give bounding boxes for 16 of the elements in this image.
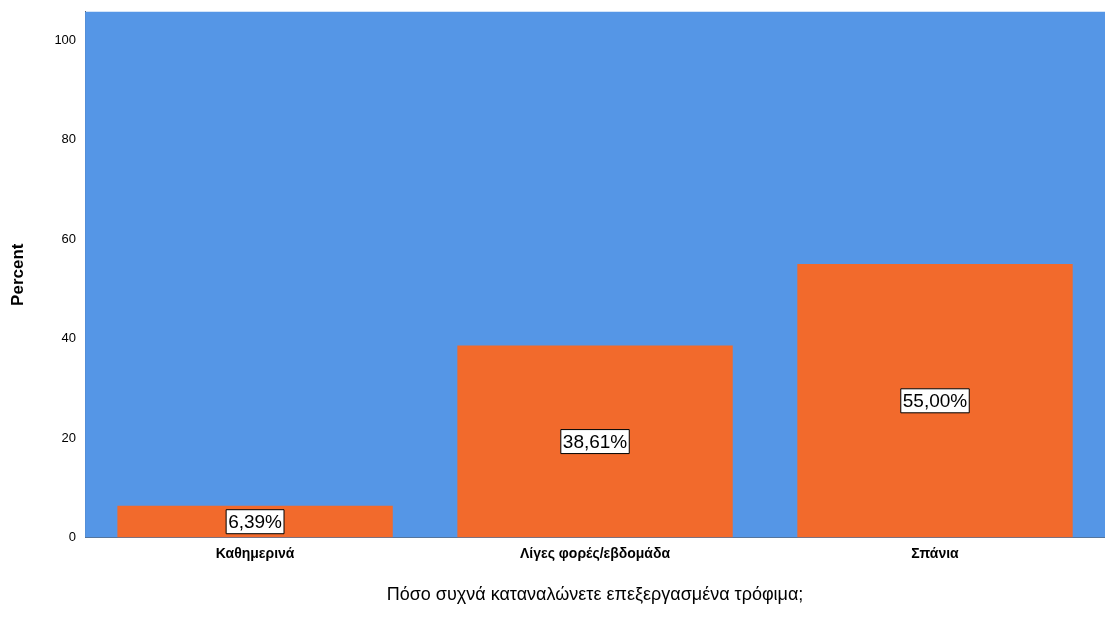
y-tick-label: 80 [61,131,77,147]
x-tick-label: Λίγες φορές/εβδομάδα [520,544,671,561]
y-axis-title: Percent [7,243,27,306]
y-tick-label: 40 [61,330,77,346]
y-tick-label: 100 [54,31,77,47]
x-tick-label: Σπάνια [911,544,960,561]
x-axis-title: Πόσο συχνά καταναλώνετε επεξεργασμένα τρόφιμα; [386,584,804,605]
x-tick-label: Καθημερινά [215,544,295,561]
bar [797,264,1073,538]
data-label: 38,61% [562,430,628,452]
data-label: 55,00% [902,390,968,412]
y-tick-label: 20 [61,429,77,445]
data-label: 6,39% [228,510,283,532]
y-tick-label: 60 [61,230,77,246]
y-tick-label: 0 [68,529,77,545]
bar [457,345,733,538]
